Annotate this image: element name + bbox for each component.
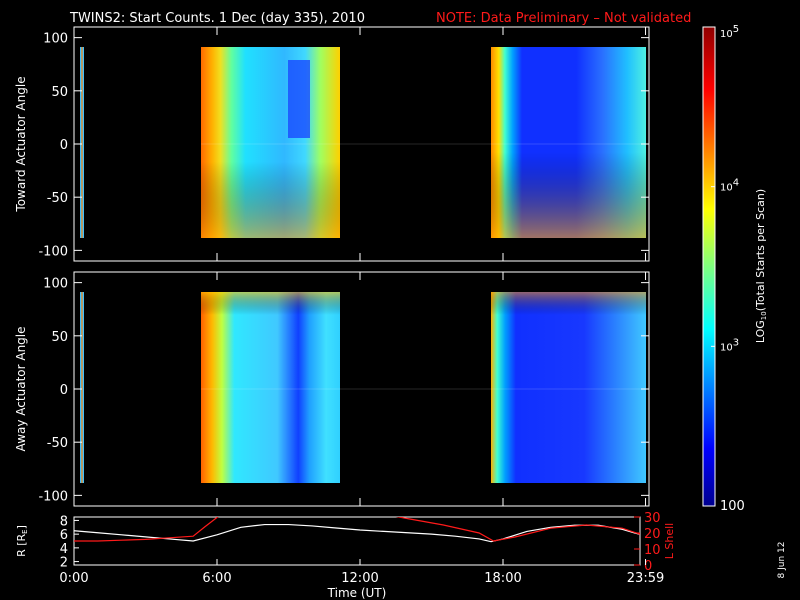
ytick-label: 50 <box>51 330 68 345</box>
ytick-label: 0 <box>60 138 68 153</box>
ytick-label: -50 <box>47 436 68 451</box>
orbit-xlabel: Time (UT) <box>327 586 387 600</box>
l-shell-line <box>395 517 640 542</box>
ytick-label: -100 <box>38 489 68 504</box>
xtick-label: 6:00 <box>202 571 231 586</box>
xtick-label: 0:00 <box>59 571 88 586</box>
chart-title: TWINS2: Start Counts. 1 Dec (day 335), 2… <box>69 11 365 26</box>
toward-block-day-shade <box>201 47 340 238</box>
toward-block-dawn-edge <box>81 47 83 238</box>
orbit-y2tick-label: 0 <box>644 559 652 574</box>
orbit-y2tick-label: 30 <box>644 511 661 526</box>
toward-block-day-streak <box>288 60 310 138</box>
ytick-label: 50 <box>51 85 68 100</box>
xtick-label: 18:00 <box>484 571 521 586</box>
ytick-label: -50 <box>47 191 68 206</box>
xtick-label: 12:00 <box>341 571 378 586</box>
colorbar-tick-label: 100 <box>720 499 745 514</box>
orbit-y2label: L Shell <box>663 523 676 559</box>
l-shell-line <box>74 517 219 542</box>
away-axes: 100 50 0 -50 -100 <box>38 272 649 506</box>
orbit-ytick-label: 8 <box>60 514 68 529</box>
r-distance-line <box>74 523 640 543</box>
orbit-ytick-label: 4 <box>60 542 68 557</box>
colorbar <box>702 26 716 507</box>
colorbar-tick-label: 105 <box>720 24 739 40</box>
colorbar-ticks: 105 104 103 100 <box>711 24 745 514</box>
colorbar-label: LOG10(Total Starts per Scan) <box>754 189 768 343</box>
chart-note: NOTE: Data Preliminary – Not validated <box>436 11 691 26</box>
xtick-label: 23:59 <box>627 571 664 586</box>
orbit-panel-frame <box>73 516 641 566</box>
away-block-dawn-edge <box>81 292 83 483</box>
away-ylabel: Away Actuator Angle <box>14 326 28 451</box>
toward-axes: 100 50 0 -50 -100 <box>38 27 649 261</box>
orbit-y2tick-label: 20 <box>644 527 661 542</box>
orbit-ylabel: R [RE] <box>15 525 29 557</box>
ytick-label: 100 <box>43 277 68 292</box>
toward-ylabel: Toward Actuator Angle <box>14 76 28 212</box>
orbit-ytick-label: 6 <box>60 528 68 543</box>
away-block-evening-shade <box>491 292 646 483</box>
away-block-day-shade <box>201 292 340 483</box>
orbit-ytick-label: 2 <box>60 556 68 571</box>
away-heatmap <box>80 292 646 483</box>
ytick-label: -100 <box>38 244 68 259</box>
orbit-lines <box>74 517 640 543</box>
toward-block-evening-shade <box>491 47 646 238</box>
colorbar-tick-label: 103 <box>720 337 739 353</box>
toward-heatmap <box>80 47 646 238</box>
ytick-label: 100 <box>43 32 68 47</box>
orbit-y2tick-label: 10 <box>644 543 661 558</box>
ytick-label: 0 <box>60 383 68 398</box>
colorbar-tick-label: 104 <box>720 178 739 194</box>
side-date: 8 Jun 12 <box>777 542 787 579</box>
